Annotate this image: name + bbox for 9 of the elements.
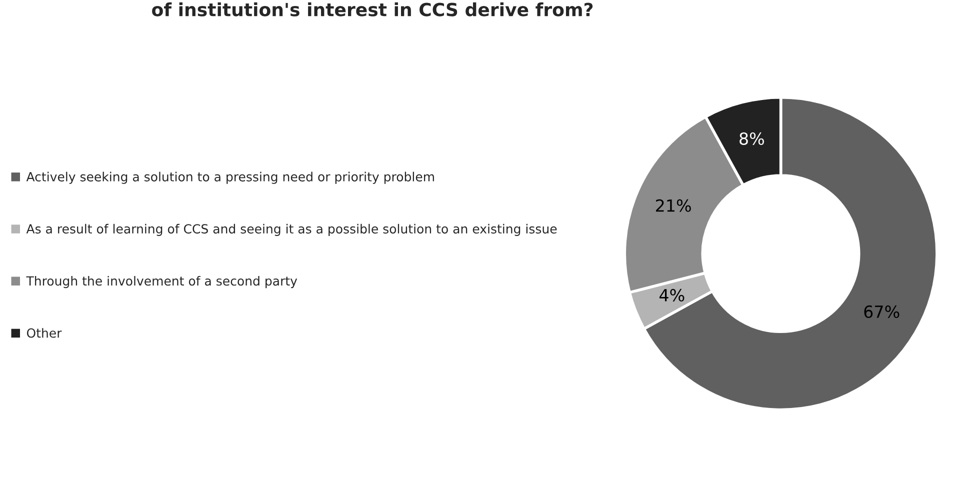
chart-title: of institution's interest in CCS derive from?	[152, 2, 593, 16]
legend-label: Actively seeking a solution to a pressing need or priority problem	[26, 172, 434, 184]
data-label: 21%	[656, 199, 691, 212]
legend-label: Other	[26, 328, 62, 338]
data-label: 8%	[740, 132, 764, 145]
data-label: 67%	[864, 305, 900, 318]
legend-label: Through the involvement of a second party	[26, 276, 298, 288]
legend-label: As a result of learning of CCS and seeing it as a possible solution to an existing issue	[26, 224, 557, 236]
data-label: 4%	[660, 288, 684, 302]
